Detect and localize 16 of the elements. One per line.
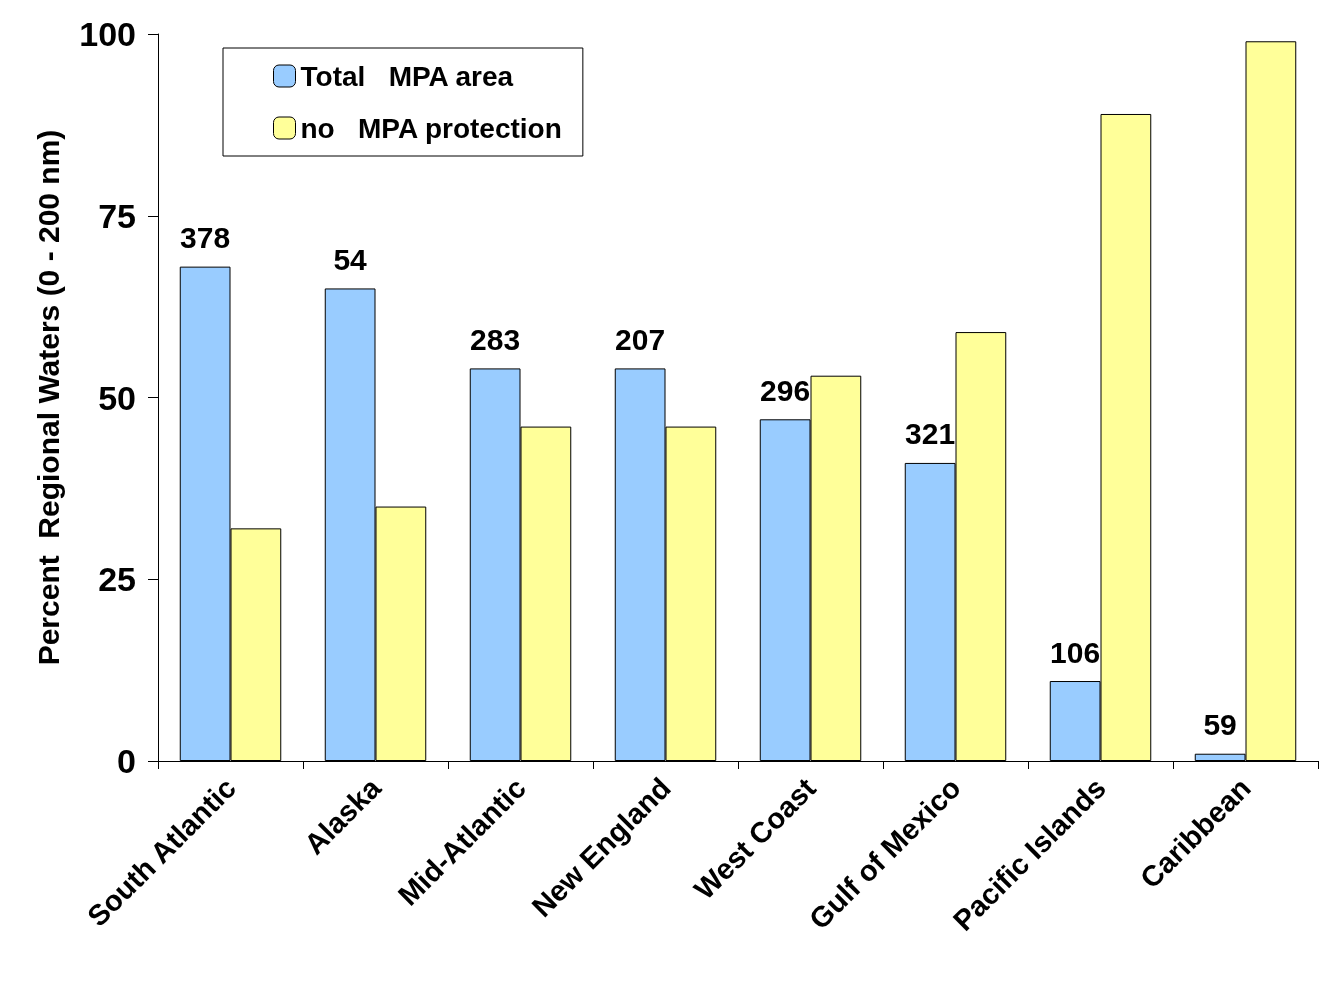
legend-label: Total MPA area [300, 60, 514, 92]
y-tick-label: 100 [79, 15, 136, 53]
y-tick-label: 50 [98, 378, 136, 417]
y-tick-label: 75 [98, 196, 136, 235]
y-tick-label: 25 [98, 560, 136, 599]
annotation: 296 [760, 373, 811, 407]
annotation: 106 [1050, 635, 1101, 669]
annotation: 207 [615, 322, 666, 356]
y-tick-label: 0 [117, 742, 136, 780]
annotation: 283 [470, 322, 521, 356]
annotation: 321 [905, 417, 956, 451]
annotation: 54 [333, 242, 368, 276]
y-axis-title: Percent Regional Waters (0 - 200 nm) [31, 129, 65, 666]
annotation: 59 [1203, 708, 1237, 742]
legend-label: no MPA protection [300, 112, 562, 144]
annotation: 378 [180, 221, 231, 255]
